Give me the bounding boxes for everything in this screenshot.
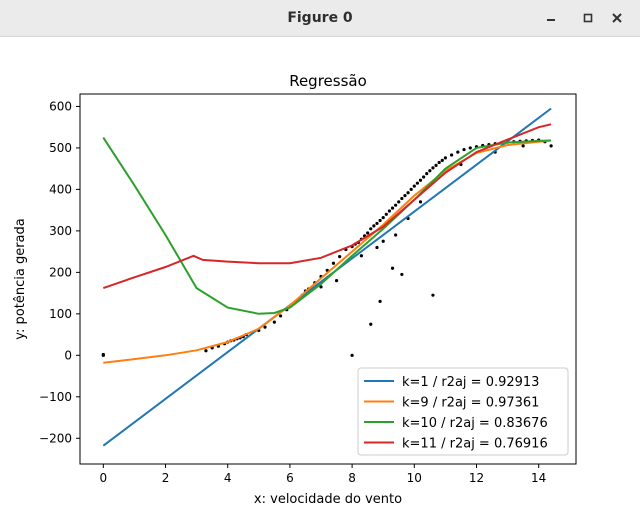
- scatter-point: [263, 325, 267, 329]
- scatter-point: [450, 153, 454, 157]
- scatter-point: [394, 233, 398, 237]
- chart: Regressão 0 2 4 6 8 10 12 14 −200 −100 0 100 200 300…: [13, 72, 577, 507]
- x-tick-label: 8: [348, 471, 356, 485]
- scatter-point: [443, 156, 447, 160]
- scatter-point: [425, 172, 429, 176]
- maximize-icon[interactable]: [576, 6, 600, 30]
- scatter-point: [390, 266, 395, 270]
- series-line-2: [102, 137, 552, 315]
- legend-label: k=11 / r2aj = 0.76916: [402, 437, 548, 452]
- scatter-point: [369, 322, 373, 326]
- scatter-point: [418, 200, 423, 204]
- scatter-point: [272, 320, 276, 324]
- scatter-point: [359, 254, 364, 258]
- scatter-point: [468, 146, 472, 150]
- scatter-point: [397, 200, 401, 204]
- scatter-point: [431, 166, 435, 170]
- y-tick-label: −100: [39, 390, 72, 404]
- legend-label: k=9 / r2aj = 0.97361: [402, 396, 539, 411]
- scatter-point: [331, 261, 336, 265]
- scatter-point: [412, 184, 416, 188]
- y-tick-label: 500: [49, 141, 72, 155]
- scatter-point: [440, 158, 444, 162]
- series-line-3: [102, 123, 552, 290]
- scatter-point: [431, 293, 435, 297]
- scatter-point: [375, 221, 379, 226]
- scatter-point: [350, 353, 354, 357]
- close-icon[interactable]: [605, 6, 629, 30]
- x-tick-label: 10: [407, 471, 422, 485]
- scatter-point: [384, 212, 388, 216]
- scatter-point: [437, 160, 441, 165]
- scatter-point: [369, 227, 373, 231]
- scatter-point: [418, 178, 423, 182]
- figure-canvas: Regressão 0 2 4 6 8 10 12 14 −200 −100 0 100 200 300…: [0, 37, 640, 517]
- legend: k=1 / r2aj = 0.92913 k=9 / r2aj = 0.97361…: [357, 367, 569, 456]
- x-tick-label: 2: [162, 471, 170, 485]
- scatter-point: [204, 349, 208, 353]
- x-tick-label: 12: [469, 471, 484, 485]
- scatter-point: [462, 147, 466, 152]
- scatter-point: [409, 187, 413, 192]
- scatter-point: [278, 314, 283, 318]
- legend-label: k=10 / r2aj = 0.83676: [402, 416, 548, 431]
- x-axis-label: x: velocidade do vento: [254, 492, 402, 507]
- x-tick-label: 6: [286, 471, 294, 485]
- chart-title: Regressão: [289, 72, 367, 90]
- scatter-point: [378, 299, 382, 303]
- scatter-point: [387, 209, 392, 213]
- title-bar: Figure 0: [0, 0, 640, 37]
- scatter-point: [334, 279, 339, 283]
- scatter-point: [400, 196, 404, 201]
- scatter-point: [366, 231, 370, 235]
- scatter-point: [381, 216, 385, 220]
- scatter-point: [415, 181, 420, 185]
- scatter-point: [394, 203, 398, 207]
- window-title: Figure 0: [287, 10, 353, 26]
- scatter-point: [521, 144, 525, 148]
- scatter-point: [372, 224, 376, 228]
- scatter-point: [319, 285, 323, 289]
- scatter-point: [422, 175, 426, 179]
- y-axis-ticks: −200 −100 0 100 200 300 400 500 600: [39, 99, 80, 445]
- legend-label: k=1 / r2aj = 0.92913: [402, 375, 539, 390]
- y-tick-label: 400: [49, 182, 72, 196]
- x-tick-label: 14: [531, 471, 546, 485]
- scatter-point: [375, 245, 379, 250]
- y-axis-label: y: potência gerada: [13, 218, 28, 339]
- plot-area: [79, 93, 577, 465]
- y-tick-label: −200: [39, 431, 72, 445]
- scatter-point: [101, 353, 105, 357]
- scatter-point: [549, 144, 553, 148]
- series-line-1: [103, 139, 552, 364]
- scatter-point: [338, 255, 342, 259]
- y-tick-label: 100: [49, 307, 72, 321]
- y-tick-label: 600: [49, 99, 72, 113]
- scatter-layer: [101, 138, 553, 357]
- scatter-point: [400, 272, 404, 277]
- legend-box: [357, 367, 569, 456]
- scatter-point: [403, 194, 407, 198]
- scatter-point: [434, 163, 438, 167]
- x-axis-ticks: 0 2 4 6 8 10 12 14: [100, 464, 546, 485]
- scatter-point: [406, 191, 410, 195]
- x-tick-label: 0: [100, 471, 108, 485]
- minimize-icon[interactable]: [539, 6, 563, 30]
- scatter-point: [456, 150, 460, 154]
- y-tick-label: 300: [49, 224, 72, 238]
- scatter-point: [381, 239, 385, 243]
- lines-layer: [102, 107, 552, 447]
- scatter-point: [378, 218, 382, 223]
- scatter-point: [428, 169, 432, 173]
- x-tick-label: 4: [224, 471, 232, 485]
- y-tick-label: 200: [49, 265, 72, 279]
- y-tick-label: 0: [64, 348, 72, 362]
- scatter-point: [390, 206, 395, 210]
